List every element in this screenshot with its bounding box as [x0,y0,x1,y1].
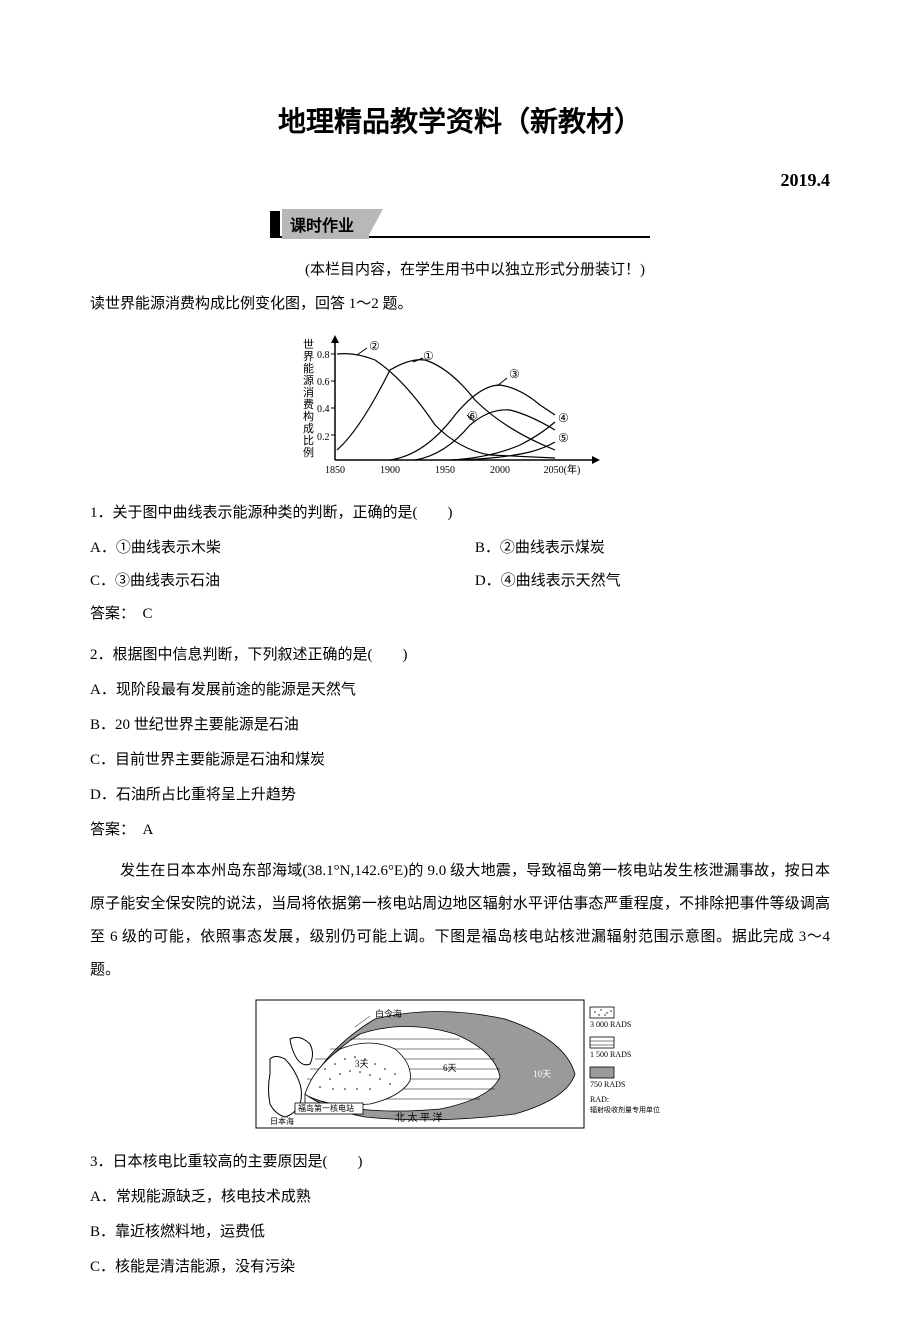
q2-stem: 2．根据图中信息判断，下列叙述正确的是( ) [90,639,830,672]
svg-text:消: 消 [303,385,314,399]
q2-opt-b: B．20 世纪世界主要能源是石油 [90,709,830,742]
svg-text:比: 比 [303,434,314,447]
q3-opt-c: C．核能是清洁能源，没有污染 [90,1251,830,1284]
svg-text:3天: 3天 [355,1059,369,1069]
svg-text:③: ③ [509,367,520,381]
svg-text:1 500 RADS: 1 500 RADS [590,1050,631,1059]
svg-text:0.2: 0.2 [317,432,330,443]
svg-text:⑥: ⑥ [467,409,478,423]
q3-opt-b: B．靠近核燃料地，运费低 [90,1216,830,1249]
svg-text:构: 构 [303,409,314,423]
q1-opt-b: B．②曲线表示煤炭 [475,532,830,565]
energy-chart: 世 界 能 源 消 费 构 成 比 例 0.8 0.6 0.4 0.2 1850… [90,330,830,485]
svg-text:1950: 1950 [435,465,455,476]
section-bar [270,211,280,237]
q2-opt-a: A．现阶段最有发展前途的能源是天然气 [90,674,830,707]
svg-text:2050(年): 2050(年) [544,463,581,476]
section-header: 课时作业 [270,211,650,243]
svg-text:①: ① [423,349,434,363]
q1-opt-d: D．④曲线表示天然气 [475,565,830,598]
svg-text:成: 成 [303,422,314,435]
q3-stem: 3．日本核电比重较高的主要原因是( ) [90,1146,830,1179]
q1-opt-c: C．③曲线表示石油 [90,565,445,598]
radiation-map: 白令海 3天 6天 10天 北 太 平 洋 福岛第一核电站 日本海 3 000 … [90,999,830,1134]
q2-opt-c: C．目前世界主要能源是石油和煤炭 [90,744,830,777]
svg-text:0.4: 0.4 [317,404,330,415]
svg-text:北 太 平 洋: 北 太 平 洋 [395,1111,443,1124]
svg-text:能: 能 [303,361,314,375]
main-title: 地理精品教学资料（新教材） [90,100,830,140]
q1-stem: 1．关于图中曲线表示能源种类的判断，正确的是( ) [90,497,830,530]
q2-opt-d: D．石油所占比重将呈上升趋势 [90,779,830,812]
svg-text:④: ④ [558,411,569,425]
svg-text:3 000 RADS: 3 000 RADS [590,1020,631,1029]
svg-text:界: 界 [303,350,314,363]
intro-text-1: 读世界能源消费构成比例变化图，回答 1～2 题。 [90,291,830,318]
svg-text:源: 源 [303,373,314,387]
svg-text:日本海: 日本海 [270,1116,294,1126]
svg-text:10天: 10天 [533,1069,551,1079]
svg-text:辐射吸收剂量专用单位: 辐射吸收剂量专用单位 [590,1105,660,1114]
svg-text:6天: 6天 [443,1063,457,1073]
section-label: 课时作业 [282,209,369,239]
svg-text:费: 费 [303,398,314,411]
svg-text:750 RADS: 750 RADS [590,1080,625,1089]
q1-opt-a: A．①曲线表示木柴 [90,532,445,565]
svg-text:0.8: 0.8 [317,350,330,361]
svg-text:1850: 1850 [325,465,345,476]
svg-text:例: 例 [303,445,314,459]
subtitle: (本栏目内容，在学生用书中以独立形式分册装订！) [90,258,830,279]
paragraph-1: 发生在日本本州岛东部海域(38.1°N,142.6°E)的 9.0 级大地震，导… [90,855,830,987]
answer-2: 答案： A [90,814,830,847]
q3-opt-a: A．常规能源缺乏，核电技术成熟 [90,1181,830,1214]
svg-text:白令海: 白令海 [375,1008,402,1019]
answer-1: 答案： C [90,598,830,631]
y-axis-label: 世 [303,338,314,351]
svg-text:②: ② [369,339,380,353]
svg-text:福岛第一核电站: 福岛第一核电站 [298,1103,354,1113]
svg-text:⑤: ⑤ [558,431,569,445]
svg-text:2000: 2000 [490,465,510,476]
svg-text:1900: 1900 [380,465,400,476]
svg-text:0.6: 0.6 [317,377,330,388]
svg-text:RAD:: RAD: [590,1095,609,1104]
date: 2019.4 [90,170,830,191]
